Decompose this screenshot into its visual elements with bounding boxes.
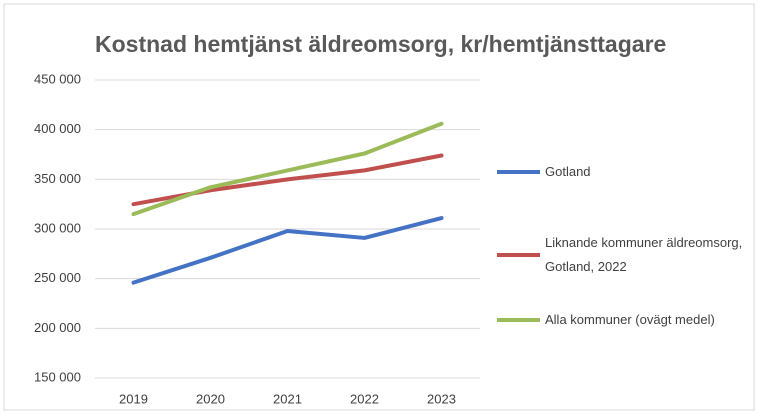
series-line <box>131 216 444 285</box>
legend-label: Liknande kommuner äldreomsorg, Gotland, … <box>545 235 743 274</box>
x-tick-label: 2023 <box>427 391 456 406</box>
y-tick-label: 250 000 <box>34 270 81 285</box>
legend-label: Gotland <box>545 164 591 179</box>
y-tick-label: 400 000 <box>34 121 81 136</box>
x-tick-label: 2021 <box>273 391 302 406</box>
chart-border <box>3 3 755 411</box>
y-tick-label: 350 000 <box>34 171 81 186</box>
y-tick-label: 150 000 <box>34 369 81 384</box>
y-tick-label: 200 000 <box>34 320 81 335</box>
x-tick-label: 2020 <box>196 391 225 406</box>
legend-label: Alla kommuner (ovägt medel) <box>545 312 715 327</box>
y-tick-label: 450 000 <box>34 71 81 86</box>
series-line <box>131 121 444 217</box>
x-tick-label: 2022 <box>350 391 379 406</box>
x-tick-label: 2019 <box>119 391 148 406</box>
chart-title: Kostnad hemtjänst äldreomsorg, kr/hemtjä… <box>95 31 666 57</box>
y-tick-label: 300 000 <box>34 220 81 235</box>
